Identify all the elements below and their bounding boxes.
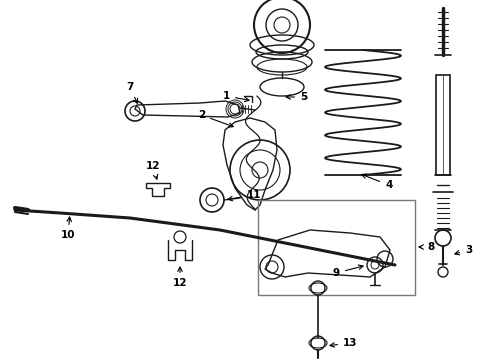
Text: 6: 6 <box>0 359 1 360</box>
Text: 3: 3 <box>455 245 472 255</box>
Text: 5: 5 <box>286 92 307 102</box>
Text: 2: 2 <box>198 110 233 127</box>
Text: 13: 13 <box>330 338 358 348</box>
Text: 7: 7 <box>126 82 138 103</box>
Text: 9: 9 <box>333 265 363 278</box>
Text: 12: 12 <box>146 161 160 179</box>
Text: 8: 8 <box>419 242 434 252</box>
Text: 12: 12 <box>173 267 187 288</box>
Text: 4: 4 <box>362 174 392 190</box>
Text: 11: 11 <box>228 190 262 201</box>
Text: 10: 10 <box>61 217 75 240</box>
Text: 1: 1 <box>223 91 249 102</box>
